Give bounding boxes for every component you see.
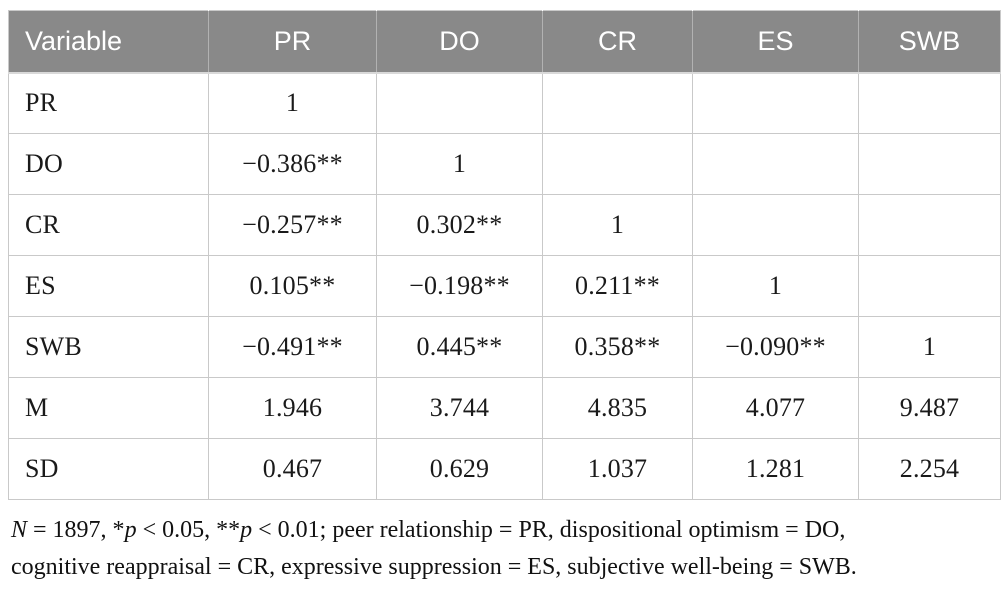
value-cell: 1.281 bbox=[692, 438, 859, 500]
value-cell: −0.090** bbox=[692, 316, 859, 378]
value-cell: 4.835 bbox=[542, 377, 693, 439]
value-cell: 2.254 bbox=[858, 438, 1001, 500]
table-row: SWB −0.491** 0.445** 0.358** −0.090** 1 bbox=[8, 316, 1001, 378]
value-cell: 1 bbox=[858, 316, 1001, 378]
value-cell bbox=[376, 72, 543, 134]
value-cell bbox=[858, 133, 1001, 195]
footnote-line2: cognitive reappraisal = CR, expressive s… bbox=[11, 549, 1000, 586]
column-header-variable: Variable bbox=[8, 10, 209, 74]
footnote-segment: cognitive reappraisal = CR, expressive s… bbox=[11, 554, 857, 580]
value-cell: 0.302** bbox=[376, 194, 543, 256]
value-cell bbox=[692, 194, 859, 256]
column-header-es: ES bbox=[692, 10, 859, 74]
value-cell bbox=[858, 194, 1001, 256]
value-cell: 1 bbox=[208, 72, 377, 134]
value-cell: 3.744 bbox=[376, 377, 543, 439]
value-cell: 0.445** bbox=[376, 316, 543, 378]
footnote-segment: < 0.05, ** bbox=[136, 517, 241, 543]
value-cell: 1 bbox=[376, 133, 543, 195]
value-cell: 0.358** bbox=[542, 316, 693, 378]
row-label: DO bbox=[8, 133, 209, 195]
table-row: SD 0.467 0.629 1.037 1.281 2.254 bbox=[8, 438, 1001, 500]
column-header-do: DO bbox=[376, 10, 543, 74]
header-row: Variable PR DO CR ES SWB bbox=[8, 10, 1001, 74]
value-cell bbox=[692, 133, 859, 195]
value-cell: −0.257** bbox=[208, 194, 377, 256]
value-cell: 1.037 bbox=[542, 438, 693, 500]
value-cell: 1 bbox=[692, 255, 859, 317]
table-body: PR 1 DO −0.386** 1 CR −0.257** 0.302** 1 ES 0.105*… bbox=[8, 72, 1001, 500]
row-label: SWB bbox=[8, 316, 209, 378]
row-label: ES bbox=[8, 255, 209, 317]
value-cell bbox=[858, 255, 1001, 317]
table-row: PR 1 bbox=[8, 72, 1001, 134]
footnote-italic-segment: p bbox=[240, 517, 253, 543]
value-cell: −0.491** bbox=[208, 316, 377, 378]
table-footnote: N = 1897, *p < 0.05, **p < 0.01; peer re… bbox=[8, 512, 1000, 586]
table-row: ES 0.105** −0.198** 0.211** 1 bbox=[8, 255, 1001, 317]
value-cell: −0.198** bbox=[376, 255, 543, 317]
value-cell bbox=[692, 72, 859, 134]
table-row: DO −0.386** 1 bbox=[8, 133, 1001, 195]
row-label: M bbox=[8, 377, 209, 439]
value-cell: 1 bbox=[542, 194, 693, 256]
table-row: M 1.946 3.744 4.835 4.077 9.487 bbox=[8, 377, 1001, 439]
footnote-line1: N = 1897, *p < 0.05, **p < 0.01; peer re… bbox=[11, 512, 1000, 549]
column-header-pr: PR bbox=[208, 10, 377, 74]
value-cell: 4.077 bbox=[692, 377, 859, 439]
value-cell: 0.105** bbox=[208, 255, 377, 317]
value-cell: −0.386** bbox=[208, 133, 377, 195]
footnote-segment: = 1897, * bbox=[27, 517, 125, 543]
value-cell bbox=[542, 72, 693, 134]
value-cell bbox=[542, 133, 693, 195]
correlation-table: Variable PR DO CR ES SWB PR 1 DO −0.386** 1 C… bbox=[8, 10, 1001, 500]
value-cell: 1.946 bbox=[208, 377, 377, 439]
footnote-italic-segment: p bbox=[124, 517, 137, 543]
row-label: PR bbox=[8, 72, 209, 134]
value-cell: 0.467 bbox=[208, 438, 377, 500]
value-cell: 9.487 bbox=[858, 377, 1001, 439]
footnote-italic-segment: N bbox=[11, 517, 28, 543]
footnote-segment: < 0.01; peer relationship = PR, disposit… bbox=[252, 517, 846, 543]
row-label: CR bbox=[8, 194, 209, 256]
column-header-swb: SWB bbox=[858, 10, 1001, 74]
value-cell bbox=[858, 72, 1001, 134]
table-row: CR −0.257** 0.302** 1 bbox=[8, 194, 1001, 256]
value-cell: 0.211** bbox=[542, 255, 693, 317]
row-label: SD bbox=[8, 438, 209, 500]
column-header-cr: CR bbox=[542, 10, 693, 74]
value-cell: 0.629 bbox=[376, 438, 543, 500]
